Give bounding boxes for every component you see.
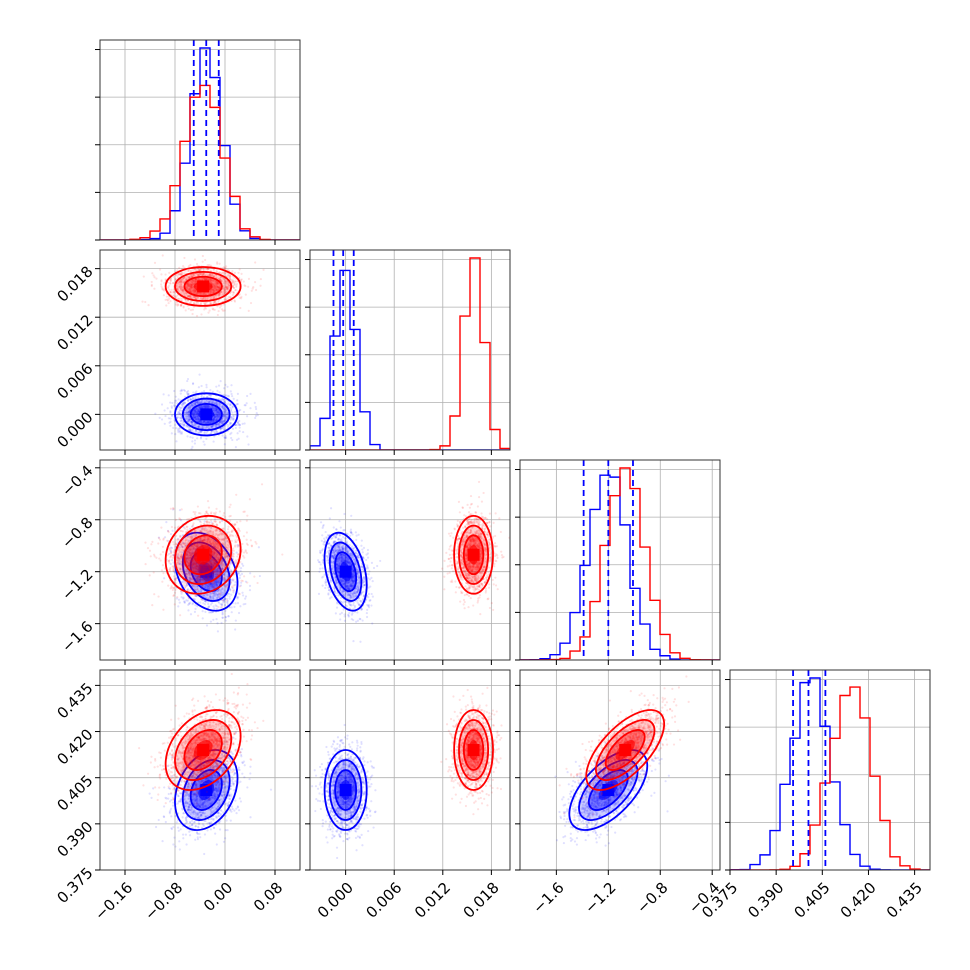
x-tick-label: −0.16 xyxy=(91,879,136,924)
panel-3-1-plot xyxy=(310,670,510,870)
panel-3-0-plot xyxy=(100,670,300,870)
histogram-red xyxy=(730,686,930,870)
x-tick-label: −0.8 xyxy=(633,879,671,917)
y-tick-label: 0.375 xyxy=(53,864,96,907)
y-tick-label: 0.018 xyxy=(53,262,96,305)
y-tick-label: 0.012 xyxy=(53,311,96,354)
histogram-blue xyxy=(520,474,720,660)
contour-blue xyxy=(174,749,239,831)
histogram-blue xyxy=(100,47,300,240)
panel-frame xyxy=(729,669,931,871)
histogram-red xyxy=(520,467,720,660)
x-tick-label: 0.006 xyxy=(362,879,405,922)
panel-frame xyxy=(99,459,301,661)
x-tick-label: 0.012 xyxy=(411,879,454,922)
panel-frame xyxy=(309,459,511,661)
y-tick-label: 0.420 xyxy=(53,725,96,768)
y-tick-label: 0.435 xyxy=(53,679,96,722)
panel-frame xyxy=(99,669,301,871)
panel-3-0 xyxy=(95,669,301,875)
panel-2-0-plot xyxy=(100,460,300,660)
x-tick-label: 0.00 xyxy=(200,879,236,915)
contour-blue xyxy=(174,531,239,612)
density-peak-blue xyxy=(339,784,352,796)
panel-3-3 xyxy=(725,669,931,875)
density-peak-red xyxy=(197,548,210,561)
density-peak-red xyxy=(619,744,632,756)
panel-2-2 xyxy=(515,459,721,665)
histogram-red xyxy=(100,84,300,240)
contour-red xyxy=(164,514,242,595)
panel-3-3-plot xyxy=(730,670,930,870)
x-tick-label: −0.08 xyxy=(141,879,186,924)
panel-frame xyxy=(99,39,301,241)
y-tick-label: 0.006 xyxy=(53,360,96,403)
contour-blue xyxy=(323,531,368,612)
panel-2-0 xyxy=(95,459,301,665)
x-tick-label: 0.000 xyxy=(314,879,357,922)
panel-2-2-plot xyxy=(520,460,720,660)
panel-0-0-plot xyxy=(100,40,300,240)
x-tick-label: 0.08 xyxy=(250,879,286,915)
y-tick-label: −0.4 xyxy=(58,462,96,500)
contour-red xyxy=(164,266,242,307)
panel-3-2 xyxy=(515,669,721,875)
panel-frame xyxy=(99,249,301,451)
panel-frame xyxy=(309,249,511,451)
panel-2-1 xyxy=(305,459,511,665)
x-tick-label: −1.6 xyxy=(529,879,567,917)
contour-blue xyxy=(568,749,649,831)
x-tick-label: 0.390 xyxy=(744,879,787,922)
contour-red xyxy=(164,709,242,791)
density-peak-red xyxy=(197,280,210,293)
density-peak-red xyxy=(467,548,480,561)
y-tick-label: −1.6 xyxy=(58,617,96,655)
x-tick-label: 0.018 xyxy=(460,879,503,922)
histogram-blue xyxy=(310,269,510,450)
density-peak-blue xyxy=(339,565,352,578)
contour-blue xyxy=(323,749,368,831)
y-tick-label: 0.390 xyxy=(53,818,96,861)
x-tick-label: 0.435 xyxy=(883,879,926,922)
panel-2-1-plot xyxy=(310,460,510,660)
panel-frame xyxy=(309,669,511,871)
panel-1-1 xyxy=(305,249,511,455)
panel-frame xyxy=(519,669,721,871)
panel-1-0-plot xyxy=(100,250,300,450)
panel-1-0 xyxy=(95,249,301,455)
density-peak-red xyxy=(197,744,210,756)
contour-red xyxy=(453,709,494,791)
y-tick-label: 0.405 xyxy=(53,772,96,815)
panel-0-0 xyxy=(95,39,301,245)
contour-red xyxy=(453,514,494,595)
panel-3-1 xyxy=(305,669,511,875)
density-peak-red xyxy=(467,744,480,756)
y-tick-label: −0.8 xyxy=(58,514,96,552)
y-tick-label: −1.2 xyxy=(58,566,96,604)
contour-red xyxy=(585,709,666,791)
histogram-red xyxy=(310,257,510,450)
x-tick-label: 0.420 xyxy=(837,879,880,922)
panel-3-2-plot xyxy=(520,670,720,870)
x-tick-label: −1.2 xyxy=(581,879,619,917)
panel-1-1-plot xyxy=(310,250,510,450)
panel-frame xyxy=(519,459,721,661)
contour-blue xyxy=(174,392,239,437)
x-tick-label: 0.405 xyxy=(791,879,834,922)
density-peak-blue xyxy=(200,408,213,421)
y-tick-label: 0.000 xyxy=(53,408,96,451)
